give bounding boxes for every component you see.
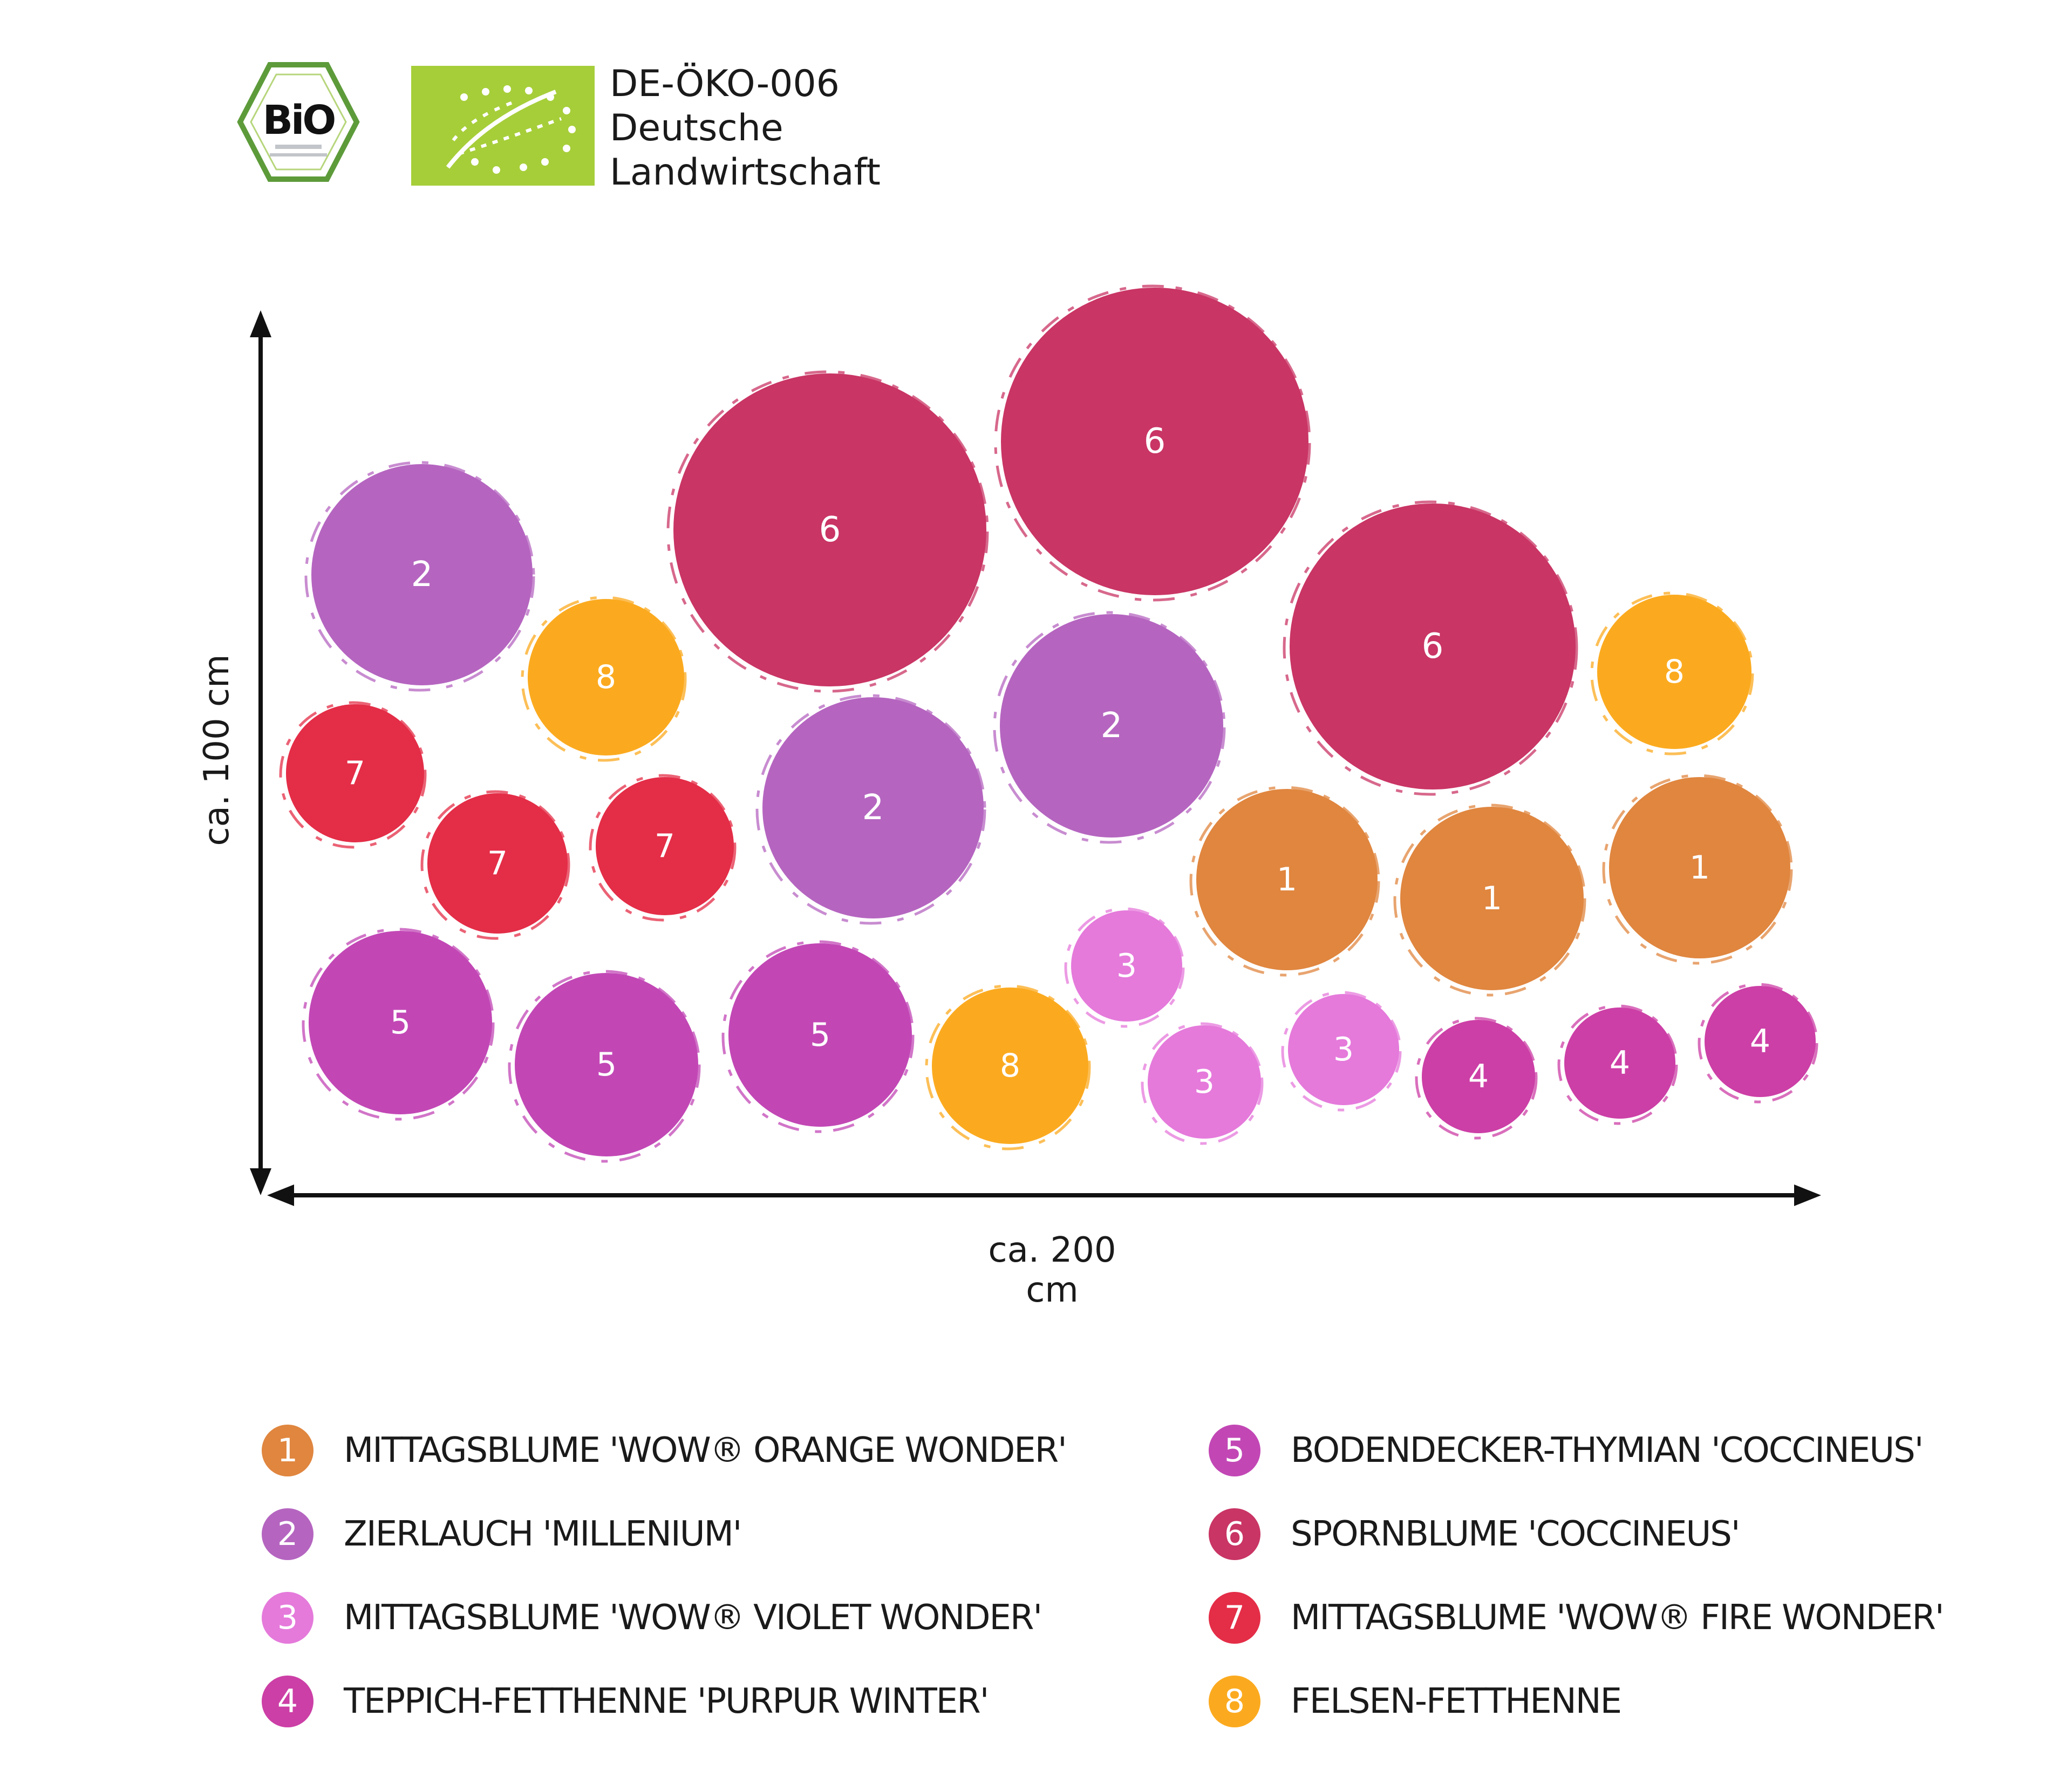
height-axis-arrow-bottom xyxy=(250,1168,271,1195)
height-dimension-label: ca. 100 cm xyxy=(197,654,237,846)
bio-seal-text: BiO xyxy=(263,97,335,144)
legend-label-4: TEPPICH-FETTHENNE 'PURPUR WINTER' xyxy=(344,1681,989,1721)
legend-label-1: MITTAGSBLUME 'WOW® ORANGE WONDER' xyxy=(344,1430,1067,1470)
certification-code: DE-ÖKO-006 xyxy=(610,63,840,105)
legend-item: 8 FELSEN-FETTHENNE xyxy=(1209,1659,1943,1743)
plant-number-label: 5 xyxy=(390,1004,411,1041)
legend-marker-5: 5 xyxy=(1209,1424,1260,1476)
plant-number-label: 3 xyxy=(1194,1063,1215,1101)
plant-number-label: 1 xyxy=(1277,861,1297,898)
plant-number-label: 5 xyxy=(596,1046,617,1084)
plant-number-label: 8 xyxy=(1000,1047,1020,1085)
legend-marker-7: 7 xyxy=(1209,1591,1260,1644)
plant-4-circle: 4 xyxy=(1557,1004,1678,1125)
plant-number-label: 8 xyxy=(596,658,616,696)
plant-number-label: 3 xyxy=(1333,1031,1354,1068)
legend-label-3: MITTAGSBLUME 'WOW® VIOLET WONDER' xyxy=(344,1597,1042,1638)
height-axis-arrow-top xyxy=(250,310,271,337)
plant-6-circle: 6 xyxy=(994,284,1311,602)
plant-6-circle: 6 xyxy=(666,370,989,693)
legend-left-column: 1 MITTAGSBLUME 'WOW® ORANGE WONDER' 2 ZI… xyxy=(262,1408,1067,1743)
plant-number-label: 6 xyxy=(1144,421,1166,461)
width-axis-arrow-right xyxy=(1794,1184,1821,1206)
plant-number-label: 4 xyxy=(1610,1044,1630,1082)
plant-7-circle: 7 xyxy=(420,790,570,940)
width-dimension-label: ca. 200 cm xyxy=(988,1230,1116,1310)
plant-4-circle: 4 xyxy=(1415,1017,1538,1140)
plant-number-label: 7 xyxy=(487,845,508,882)
legend-item: 6 SPORNBLUME 'COCCINEUS' xyxy=(1209,1492,1943,1576)
legend-label-2: ZIERLAUCH 'MILLENIUM' xyxy=(344,1514,742,1554)
plant-3-circle: 3 xyxy=(1064,907,1185,1028)
legend-label-5: BODENDECKER-THYMIAN 'COCCINEUS' xyxy=(1291,1430,1924,1470)
plant-1-circle: 1 xyxy=(1189,786,1380,977)
plant-8-circle: 8 xyxy=(925,984,1091,1150)
plant-2-circle: 2 xyxy=(304,461,535,692)
legend-item: 1 MITTAGSBLUME 'WOW® ORANGE WONDER' xyxy=(262,1408,1067,1492)
plant-8-circle: 8 xyxy=(521,596,687,762)
legend-marker-6: 6 xyxy=(1209,1508,1260,1560)
plant-3-circle: 3 xyxy=(1281,991,1402,1112)
plant-6-circle: 6 xyxy=(1283,500,1578,796)
width-axis-arrow-left xyxy=(267,1184,294,1206)
plant-3-circle: 3 xyxy=(1141,1022,1264,1145)
legend-label-6: SPORNBLUME 'COCCINEUS' xyxy=(1291,1514,1740,1554)
plant-1-circle: 1 xyxy=(1393,804,1586,997)
plant-8-circle: 8 xyxy=(1590,591,1754,755)
legend-label-8: FELSEN-FETTHENNE xyxy=(1291,1681,1622,1721)
certification-line-2: Deutsche xyxy=(610,107,783,149)
legend-item: 7 MITTAGSBLUME 'WOW® FIRE WONDER' xyxy=(1209,1576,1944,1659)
plant-7-circle: 7 xyxy=(589,774,737,922)
plant-2-circle: 2 xyxy=(993,611,1226,844)
plant-number-label: 4 xyxy=(1750,1023,1770,1060)
legend-marker-2: 2 xyxy=(262,1508,313,1560)
plant-2-circle: 2 xyxy=(755,694,986,925)
legend-marker-1: 1 xyxy=(262,1424,313,1476)
legend-right-column: 5 BODENDECKER-THYMIAN 'COCCINEUS' 6 SPOR… xyxy=(1209,1408,1944,1743)
legend-marker-8: 8 xyxy=(1209,1675,1260,1727)
legend-label-7: MITTAGSBLUME 'WOW® FIRE WONDER' xyxy=(1291,1597,1944,1638)
eu-organic-leaf-icon xyxy=(411,66,595,186)
legend-item: 3 MITTAGSBLUME 'WOW® VIOLET WONDER' xyxy=(262,1576,1066,1659)
plant-5-circle: 5 xyxy=(508,970,701,1163)
plants-layer: 6 6 6 2 8 2 8 7 7 7 2 1 1 1 3 5 5 5 8 3 3 4 4 4 xyxy=(279,284,1818,1163)
plant-number-label: 8 xyxy=(1664,653,1685,691)
plant-number-label: 5 xyxy=(810,1016,830,1054)
plant-number-label: 2 xyxy=(862,788,884,828)
plant-5-circle: 5 xyxy=(302,928,495,1121)
bio-seal-icon: BiO xyxy=(237,62,360,182)
legend-item: 5 BODENDECKER-THYMIAN 'COCCINEUS' xyxy=(1209,1408,1943,1492)
plant-number-label: 1 xyxy=(1689,849,1710,887)
plant-number-label: 1 xyxy=(1482,880,1502,917)
plant-4-circle: 4 xyxy=(1698,983,1818,1104)
certification-line-3: Landwirtschaft xyxy=(610,151,881,194)
plant-number-label: 7 xyxy=(345,754,365,792)
plant-number-label: 7 xyxy=(655,827,675,865)
dimension-arrows xyxy=(250,310,1821,1206)
certification-text: DE-ÖKO-006 Deutsche Landwirtschaft xyxy=(610,62,881,195)
plant-number-label: 6 xyxy=(1422,627,1444,666)
plant-number-label: 2 xyxy=(1101,706,1123,746)
plant-5-circle: 5 xyxy=(721,940,915,1133)
plant-number-label: 3 xyxy=(1116,947,1137,985)
plant-number-label: 6 xyxy=(819,510,841,550)
plant-number-label: 2 xyxy=(411,555,433,595)
plant-number-label: 4 xyxy=(1468,1058,1489,1095)
plant-1-circle: 1 xyxy=(1602,774,1793,965)
certification-logos: BiO xyxy=(237,62,595,186)
legend-item: 4 TEPPICH-FETTHENNE 'PURPUR WINTER' xyxy=(262,1659,1066,1743)
plant-7-circle: 7 xyxy=(279,701,427,849)
legend-item: 2 ZIERLAUCH 'MILLENIUM' xyxy=(262,1492,1066,1576)
legend-marker-3: 3 xyxy=(262,1591,313,1644)
legend-marker-4: 4 xyxy=(262,1675,313,1727)
